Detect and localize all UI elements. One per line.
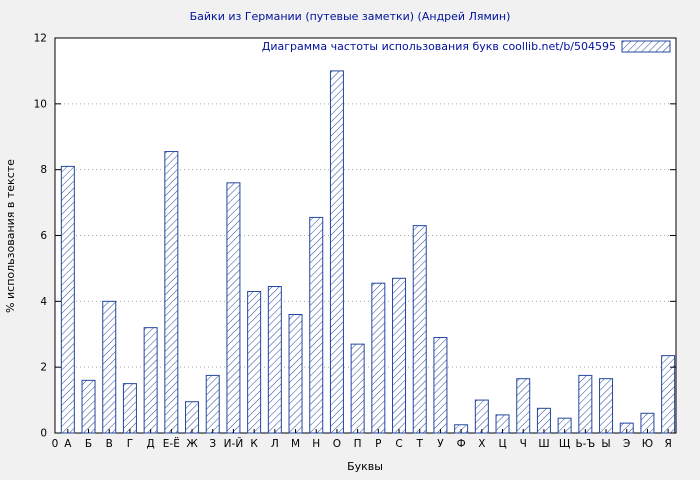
x-tick-label: А <box>64 438 72 450</box>
x-tick-label: П <box>354 438 362 450</box>
chart-title: Байки из Германии (путевые заметки) (Анд… <box>190 10 511 23</box>
x-tick-label: О <box>333 438 341 450</box>
legend: Диаграмма частоты использования букв coo… <box>262 40 671 53</box>
bar <box>599 378 614 434</box>
x-tick-label: З <box>209 438 216 450</box>
x-tick-label: Ж <box>186 438 198 450</box>
x-tick-label: В <box>106 438 113 450</box>
bar <box>412 225 427 434</box>
bar <box>516 378 531 434</box>
x-tick-label: Ш <box>538 438 549 450</box>
y-tick-label: 6 <box>40 230 47 242</box>
bar <box>433 337 448 434</box>
x-tick-label: Ы <box>601 438 610 450</box>
bar <box>122 383 137 434</box>
x-tick-label: Ф <box>457 438 466 450</box>
bar <box>350 343 365 434</box>
x-origin-label: 0 <box>52 438 59 450</box>
bars <box>60 70 676 434</box>
bar <box>143 327 158 434</box>
x-tick-label: С <box>395 438 402 450</box>
x-tick-label: Н <box>312 438 320 450</box>
x-axis-ticks: 0 А Б В Г Д Е-Ё Ж З И-Й К Л М Н О П Р С Т У Ф Х Ц Ч Ш Щ Ь-Ъ Ы Э Ю Я <box>52 429 672 450</box>
y-axis-ticks: 0 2 4 6 8 10 12 <box>34 33 676 440</box>
x-tick-label: Щ <box>559 438 571 450</box>
bar <box>288 314 303 434</box>
bar <box>226 182 241 434</box>
x-tick-label: Б <box>85 438 92 450</box>
bar <box>474 399 489 434</box>
y-tick-label: 0 <box>40 428 47 440</box>
bar <box>81 379 96 434</box>
bar <box>102 300 117 434</box>
x-axis-label: Буквы <box>347 460 383 473</box>
x-tick-label: Л <box>271 438 279 450</box>
x-tick-label: Ю <box>642 438 653 450</box>
bar <box>578 374 593 434</box>
bar <box>309 216 324 434</box>
bar <box>185 401 200 434</box>
x-tick-label: Т <box>416 438 424 450</box>
x-tick-label: К <box>250 438 258 450</box>
bar <box>60 165 75 434</box>
legend-label: Диаграмма частоты использования букв coo… <box>262 40 616 53</box>
y-tick-label: 12 <box>34 33 47 45</box>
x-tick-label: У <box>437 438 444 450</box>
x-tick-label: Д <box>147 438 155 450</box>
x-tick-label: Ч <box>520 438 527 450</box>
bar <box>329 70 344 434</box>
x-tick-label: Е-Ё <box>163 437 180 450</box>
bar <box>267 286 282 434</box>
bar <box>247 290 262 434</box>
x-tick-label: Г <box>127 438 133 450</box>
x-tick-label: Э <box>623 438 630 450</box>
y-tick-label: 10 <box>34 98 47 110</box>
y-tick-label: 4 <box>40 296 47 308</box>
y-tick-label: 2 <box>40 362 47 374</box>
x-tick-label: Я <box>664 438 671 450</box>
y-tick-label: 8 <box>40 164 47 176</box>
x-tick-label: Р <box>375 438 381 450</box>
legend-swatch <box>621 40 671 53</box>
bar <box>164 151 179 434</box>
y-axis-label: % использования в тексте <box>4 159 17 313</box>
bar <box>392 277 407 434</box>
x-tick-label: Х <box>478 438 485 450</box>
x-tick-label: М <box>291 438 300 450</box>
bar <box>205 374 220 434</box>
bar <box>371 282 386 434</box>
x-tick-label: И-Й <box>224 437 244 450</box>
x-tick-label: Ц <box>498 438 506 450</box>
x-tick-label: Ь-Ъ <box>575 438 595 450</box>
